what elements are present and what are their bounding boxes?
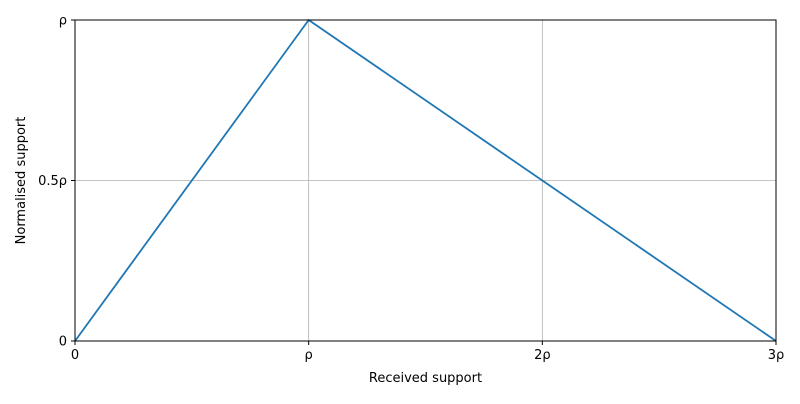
y-axis-label: Normalised support xyxy=(14,117,29,245)
y-tick-label: 0 xyxy=(59,335,67,350)
x-axis-ticks: 0 ρ 2ρ 3ρ xyxy=(71,341,784,363)
x-tick-label: 3ρ xyxy=(768,348,785,363)
y-tick-label: ρ xyxy=(59,14,67,29)
grid-lines xyxy=(74,19,777,342)
x-tick-label: 2ρ xyxy=(534,348,551,363)
x-axis-label: Received support xyxy=(369,371,482,386)
x-tick-label: 0 xyxy=(71,348,79,363)
series-layer xyxy=(74,19,777,342)
series-line xyxy=(74,19,777,342)
y-axis-ticks: 0 0.5ρ ρ xyxy=(38,14,75,350)
x-tick-label: ρ xyxy=(305,348,313,363)
y-tick-label: 0.5ρ xyxy=(38,174,67,189)
